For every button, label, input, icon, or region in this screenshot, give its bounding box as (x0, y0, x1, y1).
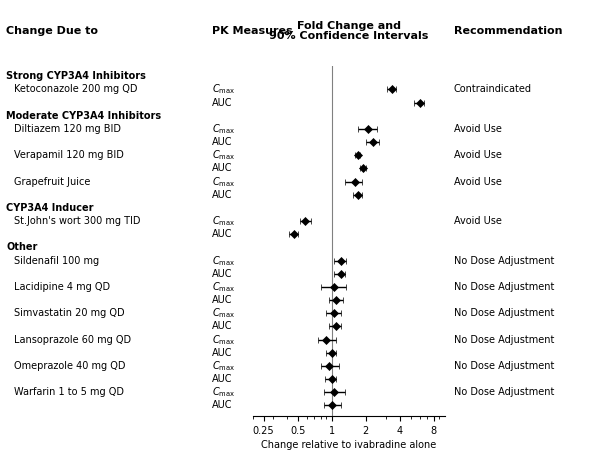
Text: $\mathit{C}_\mathregular{max}$: $\mathit{C}_\mathregular{max}$ (212, 385, 235, 399)
X-axis label: Change relative to ivabradine alone: Change relative to ivabradine alone (261, 440, 436, 450)
Text: Omeprazole 40 mg QD: Omeprazole 40 mg QD (14, 361, 125, 371)
Text: No Dose Adjustment: No Dose Adjustment (454, 387, 554, 397)
Text: $\mathit{C}_\mathregular{max}$: $\mathit{C}_\mathregular{max}$ (212, 214, 235, 228)
Text: Strong CYP3A4 Inhibitors: Strong CYP3A4 Inhibitors (6, 71, 146, 81)
Text: AUC: AUC (212, 98, 233, 108)
Text: AUC: AUC (212, 190, 233, 200)
Text: Grapefruit Juice: Grapefruit Juice (14, 177, 90, 187)
Text: $\mathit{C}_\mathregular{max}$: $\mathit{C}_\mathregular{max}$ (212, 333, 235, 346)
Text: Sildenafil 100 mg: Sildenafil 100 mg (14, 256, 99, 266)
Text: Avoid Use: Avoid Use (454, 216, 502, 226)
Text: CYP3A4 Inducer: CYP3A4 Inducer (6, 203, 94, 213)
Text: Recommendation: Recommendation (454, 26, 562, 36)
Text: Avoid Use: Avoid Use (454, 150, 502, 160)
Text: St.John's wort 300 mg TID: St.John's wort 300 mg TID (14, 216, 141, 226)
Text: $\mathit{C}_\mathregular{max}$: $\mathit{C}_\mathregular{max}$ (212, 149, 235, 162)
Text: Verapamil 120 mg BID: Verapamil 120 mg BID (14, 150, 124, 160)
Text: Lansoprazole 60 mg QD: Lansoprazole 60 mg QD (14, 335, 131, 345)
Text: Simvastatin 20 mg QD: Simvastatin 20 mg QD (14, 308, 125, 318)
Text: Fold Change and: Fold Change and (297, 21, 401, 31)
Text: No Dose Adjustment: No Dose Adjustment (454, 256, 554, 266)
Text: $\mathit{C}_\mathregular{max}$: $\mathit{C}_\mathregular{max}$ (212, 83, 235, 96)
Text: Avoid Use: Avoid Use (454, 177, 502, 187)
Text: $\mathit{C}_\mathregular{max}$: $\mathit{C}_\mathregular{max}$ (212, 359, 235, 373)
Text: Contraindicated: Contraindicated (454, 85, 532, 94)
Text: Change Due to: Change Due to (6, 26, 98, 36)
Text: $\mathit{C}_\mathregular{max}$: $\mathit{C}_\mathregular{max}$ (212, 122, 235, 136)
Text: Warfarin 1 to 5 mg QD: Warfarin 1 to 5 mg QD (14, 387, 124, 397)
Text: Diltiazem 120 mg BID: Diltiazem 120 mg BID (14, 124, 121, 134)
Text: AUC: AUC (212, 374, 233, 384)
Text: Ketoconazole 200 mg QD: Ketoconazole 200 mg QD (14, 85, 138, 94)
Text: PK Measures: PK Measures (212, 26, 292, 36)
Text: Lacidipine 4 mg QD: Lacidipine 4 mg QD (14, 282, 110, 292)
Text: AUC: AUC (212, 137, 233, 147)
Text: AUC: AUC (212, 321, 233, 331)
Text: 90% Confidence Intervals: 90% Confidence Intervals (269, 31, 428, 41)
Text: AUC: AUC (212, 348, 233, 358)
Text: $\mathit{C}_\mathregular{max}$: $\mathit{C}_\mathregular{max}$ (212, 280, 235, 294)
Text: AUC: AUC (212, 400, 233, 410)
Text: No Dose Adjustment: No Dose Adjustment (454, 282, 554, 292)
Text: AUC: AUC (212, 269, 233, 279)
Text: AUC: AUC (212, 164, 233, 173)
Text: No Dose Adjustment: No Dose Adjustment (454, 308, 554, 318)
Text: $\mathit{C}_\mathregular{max}$: $\mathit{C}_\mathregular{max}$ (212, 306, 235, 320)
Text: Avoid Use: Avoid Use (454, 124, 502, 134)
Text: $\mathit{C}_\mathregular{max}$: $\mathit{C}_\mathregular{max}$ (212, 254, 235, 267)
Text: $\mathit{C}_\mathregular{max}$: $\mathit{C}_\mathregular{max}$ (212, 175, 235, 188)
Text: Moderate CYP3A4 Inhibitors: Moderate CYP3A4 Inhibitors (6, 111, 161, 121)
Text: No Dose Adjustment: No Dose Adjustment (454, 361, 554, 371)
Text: Other: Other (6, 243, 38, 252)
Text: AUC: AUC (212, 295, 233, 305)
Text: AUC: AUC (212, 229, 233, 239)
Text: No Dose Adjustment: No Dose Adjustment (454, 335, 554, 345)
